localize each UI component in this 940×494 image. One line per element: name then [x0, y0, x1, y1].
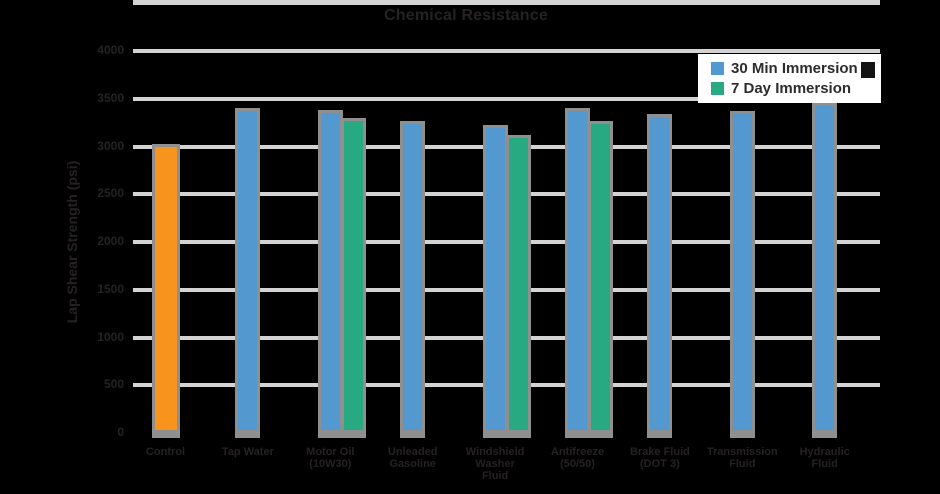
y-tick-label: 1000	[97, 329, 124, 344]
bar-30-min-immersion	[729, 111, 755, 438]
x-tick-label: Antifreeze (50/50)	[530, 446, 626, 470]
bar-30-min-immersion	[647, 113, 673, 438]
gridline	[133, 96, 880, 101]
bar-fill	[485, 128, 505, 430]
legend-item-7day: 7 Day Immersion	[711, 80, 881, 97]
x-tick-label-line: (10W30)	[309, 458, 352, 470]
x-tick-label-line: Washer	[475, 458, 515, 470]
bar-fill	[238, 111, 258, 430]
y-tick-label: 4000	[97, 43, 124, 57]
y-axis-title: Lap Shear Strength (psi)	[64, 160, 80, 324]
x-tick-label-line: Unleaded	[387, 446, 438, 458]
x-tick-label-line: Control	[145, 446, 186, 458]
bar-30-min-immersion	[235, 108, 261, 438]
legend-artifact-block	[861, 62, 875, 78]
x-tick-label-line: Fluid	[811, 458, 838, 470]
legend-swatch-30min-icon	[711, 62, 724, 75]
y-tick-label: 0	[117, 425, 124, 439]
x-tick-label-line: Transmission	[706, 446, 778, 458]
y-tick-label: 2000	[97, 234, 124, 248]
bar-fill	[403, 123, 423, 430]
bar-fill	[732, 114, 752, 430]
legend-label-30min: 30 Min Immersion	[731, 60, 858, 77]
x-tick-label: Tap Water	[200, 446, 296, 458]
bar-30-min-immersion	[400, 120, 426, 438]
bar-control	[151, 143, 180, 438]
y-tick-label: 2500	[97, 186, 124, 201]
x-tick-label: Hydraulic Fluid	[777, 446, 873, 470]
bar-fill	[591, 123, 610, 430]
x-tick-label-line: Antifreeze	[550, 446, 605, 458]
bar-fill	[508, 137, 528, 430]
x-tick-label-line: Windshield	[465, 446, 525, 458]
bar-30-min-immersion	[565, 108, 590, 438]
legend-label-7day: 7 Day Immersion	[731, 80, 852, 97]
bar-30-min-immersion	[482, 125, 508, 438]
x-tick-label-line: Hydraulic	[799, 446, 850, 458]
x-tick-label: Unleaded Gasoline	[365, 446, 461, 470]
x-tick-label-line: Motor Oil	[306, 446, 355, 458]
x-tick-label-line: (50/50)	[560, 458, 595, 470]
chart-title: Chemical Resistance	[384, 7, 548, 24]
x-tick-label: Brake Fluid (DOT 3)	[612, 446, 708, 470]
y-tick-label: 3000	[97, 138, 124, 153]
bar-fill	[320, 113, 340, 430]
bar-30-min-immersion	[317, 110, 343, 438]
bar-fill	[154, 146, 177, 430]
legend-swatch-7day-icon	[711, 82, 724, 95]
x-tick-label-line: Fluid	[481, 470, 509, 482]
x-tick-label-line: Fluid	[729, 458, 756, 470]
bar-30-min-immersion	[812, 103, 838, 438]
x-axis-line	[133, 0, 880, 5]
y-tick-label: 3500	[97, 90, 124, 105]
legend-item-30min: 30 Min Immersion	[711, 60, 881, 77]
x-tick-label-line: Brake Fluid	[629, 446, 690, 458]
x-tick-label: Control	[118, 446, 214, 458]
legend: 30 Min Immersion 7 Day Immersion	[698, 54, 881, 103]
x-tick-label-line: Tap Water	[221, 446, 274, 458]
bar-fill	[343, 120, 363, 430]
x-tick-label-line: (DOT 3)	[640, 458, 680, 470]
gridline	[133, 49, 880, 53]
x-tick-label: Windshield Washer Fluid	[447, 446, 543, 482]
x-tick-label: Motor Oil (10W30)	[282, 446, 378, 470]
x-tick-label: Transmission Fluid	[694, 446, 790, 470]
bar-fill	[650, 116, 670, 430]
x-tick-label-line: Gasoline	[389, 458, 436, 470]
bar-fill	[815, 106, 835, 430]
y-tick-label: 1500	[97, 281, 124, 296]
bar-7-day-immersion	[340, 117, 366, 438]
y-tick-label: 500	[103, 377, 124, 392]
bar-7-day-immersion	[505, 134, 531, 438]
bar-fill	[568, 111, 587, 430]
bar-7-day-immersion	[588, 120, 613, 438]
